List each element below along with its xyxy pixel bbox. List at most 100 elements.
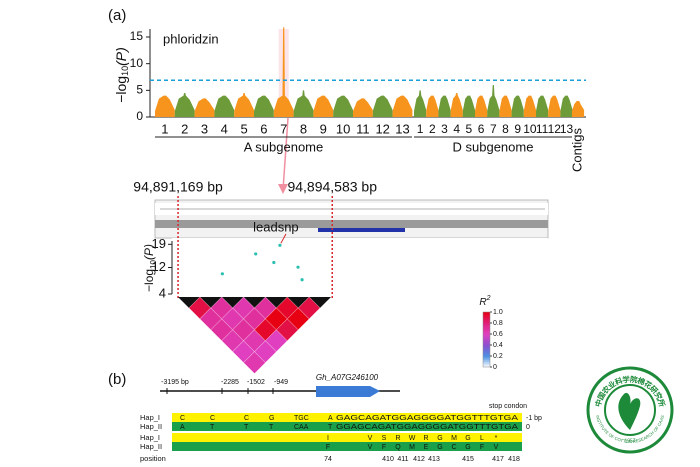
dna-cell: C xyxy=(180,415,185,422)
hap-note: 0 xyxy=(526,424,530,431)
colorbar-segment xyxy=(483,337,490,340)
chromosome-signal xyxy=(155,95,175,117)
group-label: A subgenome xyxy=(244,139,324,154)
chromosome-signal xyxy=(475,95,488,117)
promoter-position: -2285 xyxy=(221,379,239,386)
gene-box xyxy=(316,386,380,397)
x-tick-label: 8 xyxy=(300,121,307,136)
chromosome-signal xyxy=(438,95,451,117)
region-label: 94,891,169 bp xyxy=(133,179,223,195)
colorbar-segment xyxy=(483,313,490,316)
x-tick-label: 9 xyxy=(514,122,521,136)
ld-diagonal xyxy=(199,297,222,308)
colorbar-label: 0.2 xyxy=(493,353,503,360)
colorbar-segment xyxy=(483,332,490,335)
colorbar-label: 0.4 xyxy=(493,342,503,349)
y-tick-label: 4 xyxy=(159,285,166,300)
dna-cell: T xyxy=(244,424,249,431)
aa-position: 412 xyxy=(413,456,425,463)
hap-name: Hap_II xyxy=(140,442,162,451)
aa-position: 415 xyxy=(462,456,474,463)
aa-position: 413 xyxy=(428,456,440,463)
aa-position: 410 xyxy=(382,456,394,463)
x-tick-label: 6 xyxy=(478,122,485,136)
gene-bar xyxy=(318,228,405,232)
aa-cell: M xyxy=(451,435,457,442)
annotation: leadsnp xyxy=(253,219,299,234)
colorbar-segment xyxy=(483,335,490,338)
y-tick-label: 15 xyxy=(130,29,144,43)
aa-position: 418 xyxy=(508,456,520,463)
aa-position: 411 xyxy=(397,456,408,463)
x-tick-label: 10 xyxy=(336,121,350,136)
y-tick-label: 12 xyxy=(152,259,166,274)
plot-area xyxy=(172,238,548,295)
x-tick-label: 10 xyxy=(523,122,537,136)
colorbar-segment xyxy=(483,345,490,348)
logo-emblem xyxy=(618,392,641,430)
group-label: D subgenome xyxy=(453,139,534,154)
aa-cell: M xyxy=(409,444,415,451)
dna-cell: A xyxy=(328,415,333,422)
colorbar-segment xyxy=(483,334,490,337)
panel-label: (b) xyxy=(108,371,126,388)
x-tick-label: 1 xyxy=(417,122,424,136)
colorbar-label: 1.0 xyxy=(493,309,503,316)
colorbar-segment xyxy=(483,352,490,355)
colorbar-segment xyxy=(483,350,490,353)
aa-cell: V xyxy=(368,435,373,442)
chromosome-signal xyxy=(333,95,353,117)
x-tick-label: 3 xyxy=(201,121,208,136)
colorbar-segment xyxy=(483,356,490,359)
colorbar-label: 0 xyxy=(493,364,497,371)
chromosome-signal xyxy=(523,95,536,117)
colorbar-segment xyxy=(483,346,490,349)
snp-point xyxy=(296,265,300,269)
colorbar-label: 0.6 xyxy=(493,331,503,338)
chromosome-signal xyxy=(450,93,463,117)
ld-diagonal xyxy=(221,297,244,308)
colorbar-segment xyxy=(483,363,490,366)
colorbar-segment xyxy=(483,354,490,357)
colorbar-segment xyxy=(483,359,490,362)
colorbar-segment xyxy=(483,317,490,320)
chromosome-signal xyxy=(214,95,235,117)
x-tick-label: 5 xyxy=(240,121,247,136)
hap-note: -1 bp xyxy=(526,415,542,422)
aa-cell: L xyxy=(480,435,484,442)
y-axis-label: −log10(P) xyxy=(142,244,158,292)
arrow-head xyxy=(278,184,288,194)
ld-cell xyxy=(298,296,321,320)
x-tick-label: 4 xyxy=(453,122,460,136)
chromosome-signal xyxy=(426,95,439,117)
ld-diagonal xyxy=(287,297,310,308)
aa-position: 417 xyxy=(492,456,504,463)
ld-diagonal xyxy=(309,297,331,308)
chromosome-signal xyxy=(254,95,274,117)
colorbar-label: 0.8 xyxy=(493,320,503,327)
y-axis-label: −log10(P) xyxy=(113,47,131,103)
colorbar-segment xyxy=(483,343,490,346)
colorbar-segment xyxy=(483,321,490,324)
dna-cell: GAGCAGATGGAGGGGATGGTTTGTGA xyxy=(336,415,518,422)
aa-cell: G xyxy=(465,444,470,451)
chromosome-signal xyxy=(571,101,585,117)
x-tick-label: 11 xyxy=(536,122,549,136)
x-tick-label: 12 xyxy=(375,121,389,136)
colorbar-frame xyxy=(482,311,491,368)
aa-cell: I xyxy=(327,435,329,442)
dna-cell: CAA xyxy=(294,424,309,431)
chart-title: phloridzin xyxy=(163,31,219,46)
chromosome-signal xyxy=(560,95,573,117)
x-tick-label: 13 xyxy=(560,122,574,136)
colorbar-segment xyxy=(483,324,490,327)
logo-year: 1957 xyxy=(624,438,635,444)
promoter-position: -3195 bp xyxy=(161,379,189,386)
x-tick-label: 3 xyxy=(441,122,448,136)
x-tick-label: 4 xyxy=(221,121,228,136)
dna-cell: C xyxy=(244,415,249,422)
chromosome-signal xyxy=(392,95,413,117)
colorbar-segment xyxy=(483,361,490,364)
colorbar-segment xyxy=(483,330,490,333)
